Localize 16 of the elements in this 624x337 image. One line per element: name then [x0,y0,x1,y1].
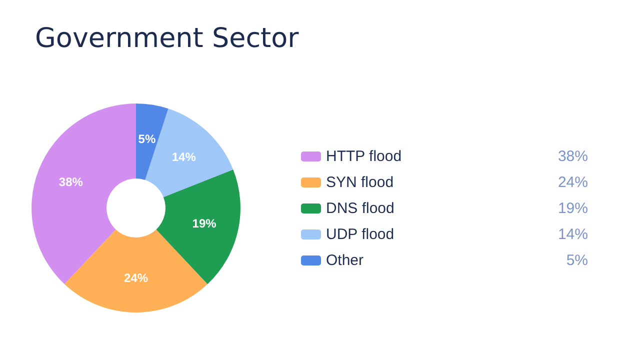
legend-label: HTTP flood [326,148,402,165]
data-label: 5% [138,132,156,146]
legend-label: SYN flood [326,174,394,191]
legend-label: UDP flood [326,226,394,243]
text: 14% [558,226,588,243]
text: 19% [558,200,588,217]
legend-label: Other [326,252,364,269]
data-label: 24% [124,270,148,285]
data-label: 14% [172,150,196,164]
data-label: 19% [192,216,217,230]
legend-label: DNS flood [326,200,394,217]
chart-title: Government Sector [35,23,300,54]
text: 38% [558,148,588,165]
text: 5% [566,252,588,269]
data-label: 38% [58,175,84,190]
text: 24% [558,174,588,191]
